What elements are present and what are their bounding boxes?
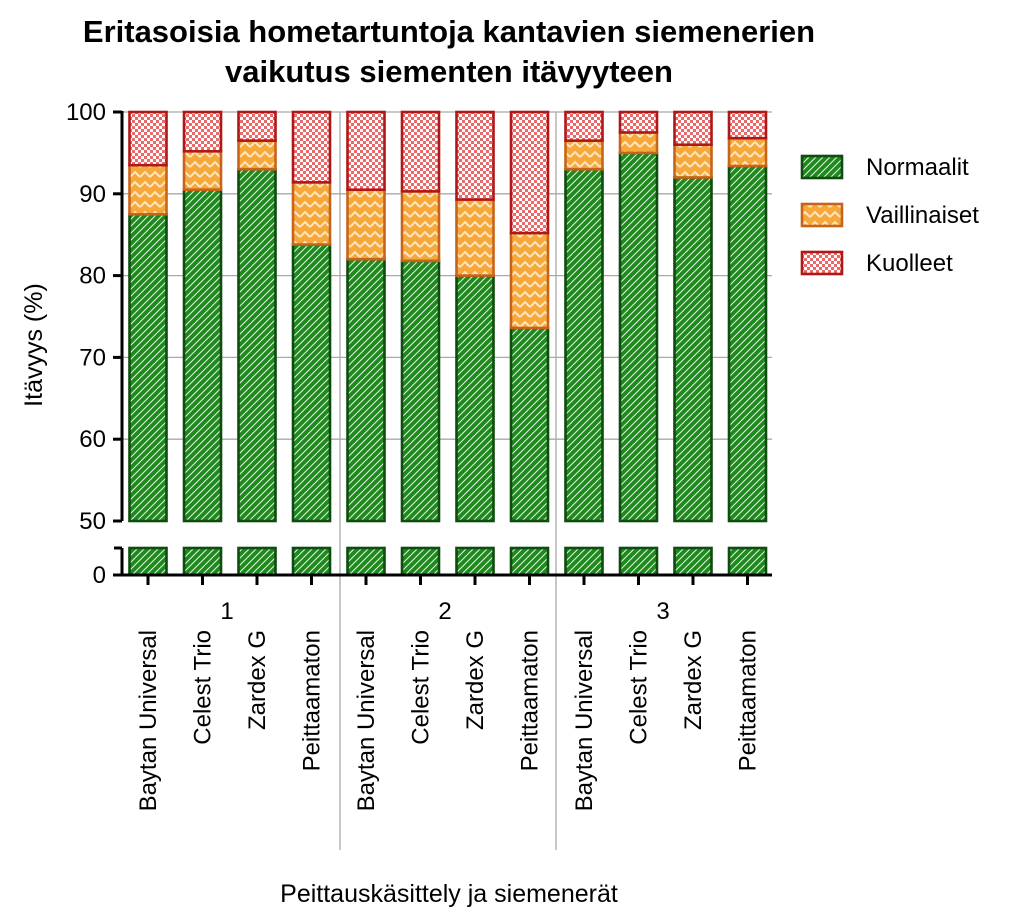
bar-kuolleet-11 bbox=[673, 110, 713, 147]
bar-kuolleet-5 bbox=[346, 110, 386, 192]
bar-kuolleet-1 bbox=[128, 110, 168, 167]
bar-normaalit-10 bbox=[618, 151, 659, 523]
bar-lower-normaalit-3 bbox=[237, 546, 277, 577]
category-label-8: Peittaamaton bbox=[517, 630, 544, 771]
bars-layer bbox=[128, 110, 768, 577]
bar-normaalit-12 bbox=[727, 164, 768, 523]
bar-kuolleet-8 bbox=[509, 110, 550, 235]
category-label-9: Baytan Universal bbox=[571, 630, 598, 811]
legend-label-vaillinaiset: Vaillinaiset bbox=[866, 202, 979, 229]
bar-normaalit-7 bbox=[455, 274, 495, 523]
bar-normaalit-1 bbox=[128, 212, 168, 523]
bar-vaillinaiset-9 bbox=[564, 139, 604, 171]
bar-lower-normaalit-8 bbox=[509, 546, 550, 577]
legend-label-kuolleet: Kuolleet bbox=[866, 250, 953, 277]
bar-vaillinaiset-1 bbox=[128, 163, 168, 216]
bar-kuolleet-2 bbox=[182, 110, 223, 153]
bar-vaillinaiset-8 bbox=[509, 231, 550, 330]
group-label-2: 2 bbox=[438, 598, 451, 625]
bar-normaalit-3 bbox=[237, 167, 277, 523]
category-label-6: Celest Trio bbox=[408, 630, 435, 745]
legend-swatch-kuolleet bbox=[800, 250, 844, 276]
category-label-5: Baytan Universal bbox=[353, 630, 380, 811]
bar-kuolleet-10 bbox=[618, 110, 659, 134]
bar-lower-normaalit-10 bbox=[618, 546, 659, 577]
bar-vaillinaiset-6 bbox=[400, 190, 441, 263]
bar-normaalit-4 bbox=[291, 243, 332, 523]
bar-normaalit-5 bbox=[346, 257, 386, 523]
bar-lower-normaalit-6 bbox=[400, 546, 441, 577]
bar-lower-normaalit-12 bbox=[727, 546, 768, 577]
bar-kuolleet-4 bbox=[291, 110, 332, 184]
y-tick-label-90: 90 bbox=[79, 181, 106, 208]
bar-vaillinaiset-10 bbox=[618, 131, 659, 155]
category-label-3: Zardex G bbox=[244, 630, 271, 730]
bar-vaillinaiset-11 bbox=[673, 143, 713, 179]
x-axis-title: Peittauskäsittely ja siemenerät bbox=[280, 880, 618, 908]
y-tick-label-100: 100 bbox=[66, 99, 106, 126]
legend-swatch-normaalit bbox=[800, 154, 844, 180]
y-axis-title: Itävyys (%) bbox=[20, 283, 48, 407]
category-label-10: Celest Trio bbox=[626, 630, 653, 745]
category-label-12: Peittaamaton bbox=[735, 630, 762, 771]
legend-label-normaalit: Normaalit bbox=[866, 154, 969, 181]
group-label-3: 3 bbox=[656, 598, 669, 625]
bar-vaillinaiset-12 bbox=[727, 136, 768, 168]
bar-normaalit-11 bbox=[673, 176, 713, 523]
bar-vaillinaiset-5 bbox=[346, 188, 386, 261]
bar-vaillinaiset-4 bbox=[291, 181, 332, 246]
chart-title-line-1: Eritasoisia hometartuntoja kantavien sie… bbox=[83, 14, 815, 49]
legend: Normaalit Vaillinaiset Kuolleet bbox=[800, 154, 979, 277]
grid-layer bbox=[122, 111, 772, 850]
labels-layer: 0 50 60 70 80 90 100 1 2 3 Baytan Universal Celest … bbox=[66, 99, 762, 811]
bar-vaillinaiset-7 bbox=[455, 198, 495, 277]
bar-lower-normaalit-5 bbox=[346, 546, 386, 577]
category-label-1: Baytan Universal bbox=[135, 630, 162, 811]
category-label-7: Zardex G bbox=[462, 630, 489, 730]
category-label-2: Celest Trio bbox=[190, 630, 217, 745]
group-label-1: 1 bbox=[220, 598, 233, 625]
chart-title-line-2: vaikutus siementen itävyyteen bbox=[225, 54, 673, 89]
y-tick-label-70: 70 bbox=[79, 344, 106, 371]
category-label-4: Peittaamaton bbox=[299, 630, 326, 771]
axes-layer bbox=[113, 110, 772, 585]
bar-normaalit-2 bbox=[182, 188, 223, 523]
category-label-11: Zardex G bbox=[680, 630, 707, 730]
bar-kuolleet-9 bbox=[564, 110, 604, 142]
bar-vaillinaiset-3 bbox=[237, 139, 277, 171]
bar-kuolleet-6 bbox=[400, 110, 441, 193]
bar-lower-normaalit-2 bbox=[182, 546, 223, 577]
bar-normaalit-9 bbox=[564, 167, 604, 523]
bar-lower-normaalit-9 bbox=[564, 546, 604, 577]
legend-swatch-vaillinaiset bbox=[800, 202, 844, 228]
bar-lower-normaalit-11 bbox=[673, 546, 713, 577]
y-tick-label-50: 50 bbox=[79, 508, 106, 535]
y-tick-label-0: 0 bbox=[93, 562, 106, 589]
y-tick-label-60: 60 bbox=[79, 426, 106, 453]
bar-normaalit-8 bbox=[509, 326, 550, 523]
bar-lower-normaalit-4 bbox=[291, 546, 332, 577]
bar-kuolleet-12 bbox=[727, 110, 768, 140]
bar-lower-normaalit-7 bbox=[455, 546, 495, 577]
bar-lower-normaalit-1 bbox=[128, 546, 168, 577]
y-tick-label-80: 80 bbox=[79, 263, 106, 290]
bar-normaalit-6 bbox=[400, 259, 441, 523]
bar-kuolleet-3 bbox=[237, 110, 277, 142]
bar-vaillinaiset-2 bbox=[182, 149, 223, 192]
bar-kuolleet-7 bbox=[455, 110, 495, 201]
